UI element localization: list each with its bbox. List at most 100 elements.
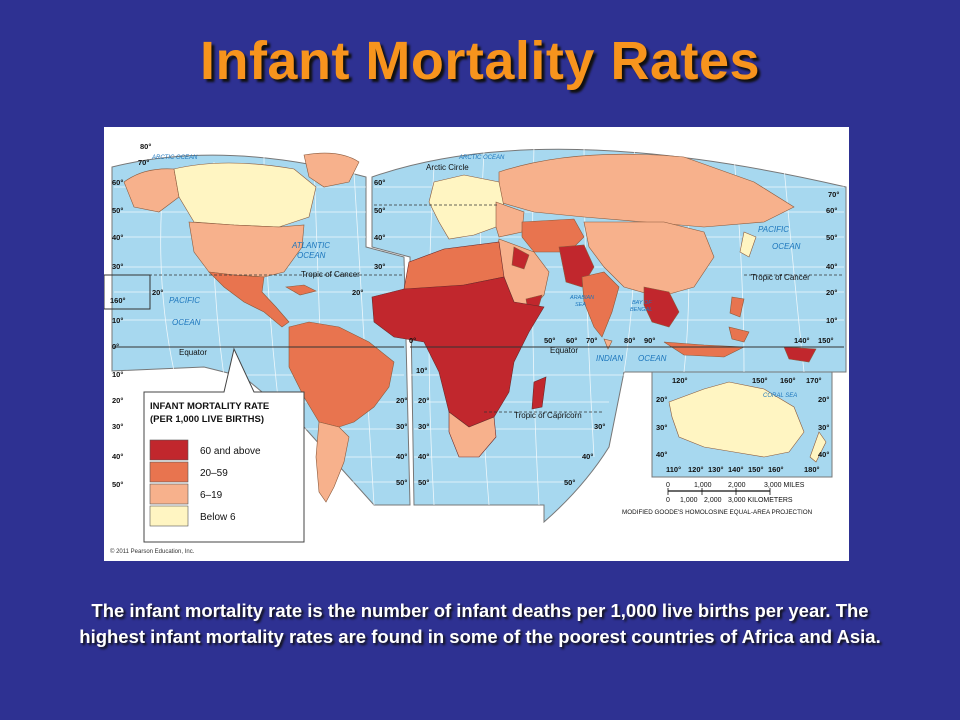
legend-swatch-very-low [149,505,189,527]
region-europe [428,174,505,240]
legend-label-medium: 20–59 [200,468,228,479]
region-madagascar [531,376,547,410]
coral-sea-label: CORAL SEA [763,393,797,399]
region-india [581,271,620,338]
scale-km-label: 1,000 [680,497,698,504]
region-southeast-asia [643,286,680,328]
inset-side-label: 30° [656,423,667,432]
inset-side-label: 20° [656,395,667,404]
region-mexico-central-america [208,271,290,328]
lat-label: 60° [374,178,385,187]
lat-label: 10° [112,316,123,325]
lon-label: 80° [624,336,635,345]
bay-of-bengal-label-1: BAY OF [632,300,652,306]
pacific-ocean-right-label-1: PACIFIC [758,225,789,234]
scale-km-label: 0 [666,497,670,504]
copyright: © 2011 Pearson Education, Inc. [110,548,195,555]
scale-mile-label: 0 [666,482,670,489]
region-south-america-south [315,421,350,503]
scale-bar: 0 1,000 2,000 3,000 MILES 0 1,000 2,000 … [622,482,813,516]
scale-mile-label: 3,000 MILES [764,482,805,489]
lat-label: 40° [826,262,837,271]
region-japan [739,231,757,258]
arctic-circle-label: Arctic Circle [426,163,469,172]
lat-label: 10° [112,370,123,379]
lat-label: 30° [374,262,385,271]
lat-label: 40° [112,233,123,242]
scale-km-label: 2,000 [704,497,722,504]
lat-label: 40° [396,452,407,461]
lon-label: 70° [586,336,597,345]
world-map: Arctic Circle Tropic of Cancer Tropic of… [104,127,849,561]
arabian-sea-label-1: ARABIAN [569,295,594,301]
scale-km-label: 3,000 KILOMETERS [728,497,793,504]
legend-label-high: 60 and above [200,446,261,457]
region-canada [173,162,317,228]
equator-label-left: Equator [179,348,207,357]
legend-label-very-low: Below 6 [200,512,236,523]
scale-mile-label: 1,000 [694,482,712,489]
oceania-landmass [668,381,827,463]
bay-of-bengal-label-2: BENGAL [630,307,652,313]
inset-lon-label: 160° [110,296,126,305]
lat-label: 60° [112,178,123,187]
legend-title-line2: (PER 1,000 LIVE BIRTHS) [150,414,264,425]
inset-side-label: 40° [656,450,667,459]
lon-label: 90° [644,336,655,345]
legend-label-low: 6–19 [200,490,223,501]
atlantic-ocean-label-2: OCEAN [297,251,326,260]
region-sub-saharan-africa [371,276,545,428]
inset-top-label: 120° [672,376,688,385]
inset-bottom-label: 160° [768,465,784,474]
lat-label: 30° [112,262,123,271]
lon-label: 140° [794,336,810,345]
lat-label: 60° [826,206,837,215]
inset-side-label: 40° [818,450,829,459]
inset-bottom-label: 110° [666,465,681,474]
lat-label: 40° [112,452,123,461]
lat-label: 70° [828,190,839,199]
hawaii-inset [104,274,151,310]
inset-lat-label: 20° [152,288,163,297]
region-philippines [729,296,745,318]
lon-label: 0° [409,336,416,345]
inset-side-label: 30° [818,423,829,432]
lat-label: 70° [138,158,149,167]
region-greenland [303,152,360,188]
inset-bottom-label: 140° [728,465,744,474]
arctic-ocean-label-left: ARCTIC OCEAN [151,155,198,161]
arabian-sea-label-2: SEA [575,302,586,308]
lat-label: 20° [396,396,407,405]
lon-label: 50° [544,336,555,345]
legend-swatch-medium [149,461,189,483]
lat-label: 10° [826,316,837,325]
region-china [583,221,715,298]
atlantic-ocean-label-1: ATLANTIC [291,241,330,250]
region-indonesia [663,326,750,358]
lat-label: 40° [582,452,593,461]
lat-label: 10° [416,366,427,375]
lat-label: 40° [374,233,385,242]
lat-label: 50° [112,206,123,215]
projection-label: MODIFIED GOODE'S HOMOLOSINE EQUAL-AREA P… [622,509,813,516]
lat-label: 50° [418,478,429,487]
inset-bottom-label: 150° [748,465,764,474]
region-sri-lanka [603,338,613,350]
pacific-ocean-left-label-2: OCEAN [172,318,201,327]
lat-label: 50° [396,478,407,487]
inset-top-label: 170° [806,376,822,385]
region-caribbean [285,284,317,296]
legend-title-line1: INFANT MORTALITY RATE [150,401,269,412]
legend-swatch-low [149,483,189,505]
lat-label: 40° [418,452,429,461]
inset-bottom-label: 120° [688,465,704,474]
inset-top-label: 160° [780,376,796,385]
slide-caption: The infant mortality rate is the number … [79,600,881,647]
pacific-ocean-right-label-2: OCEAN [772,242,801,251]
lon-label: 60° [566,336,577,345]
region-australia [668,381,805,458]
equator-label-right: Equator [550,346,578,355]
pacific-ocean-left-label-1: PACIFIC [169,296,200,305]
tropic-of-cancer-label-left: Tropic of Cancer [301,270,360,279]
region-alaska-canada-north [123,168,180,213]
